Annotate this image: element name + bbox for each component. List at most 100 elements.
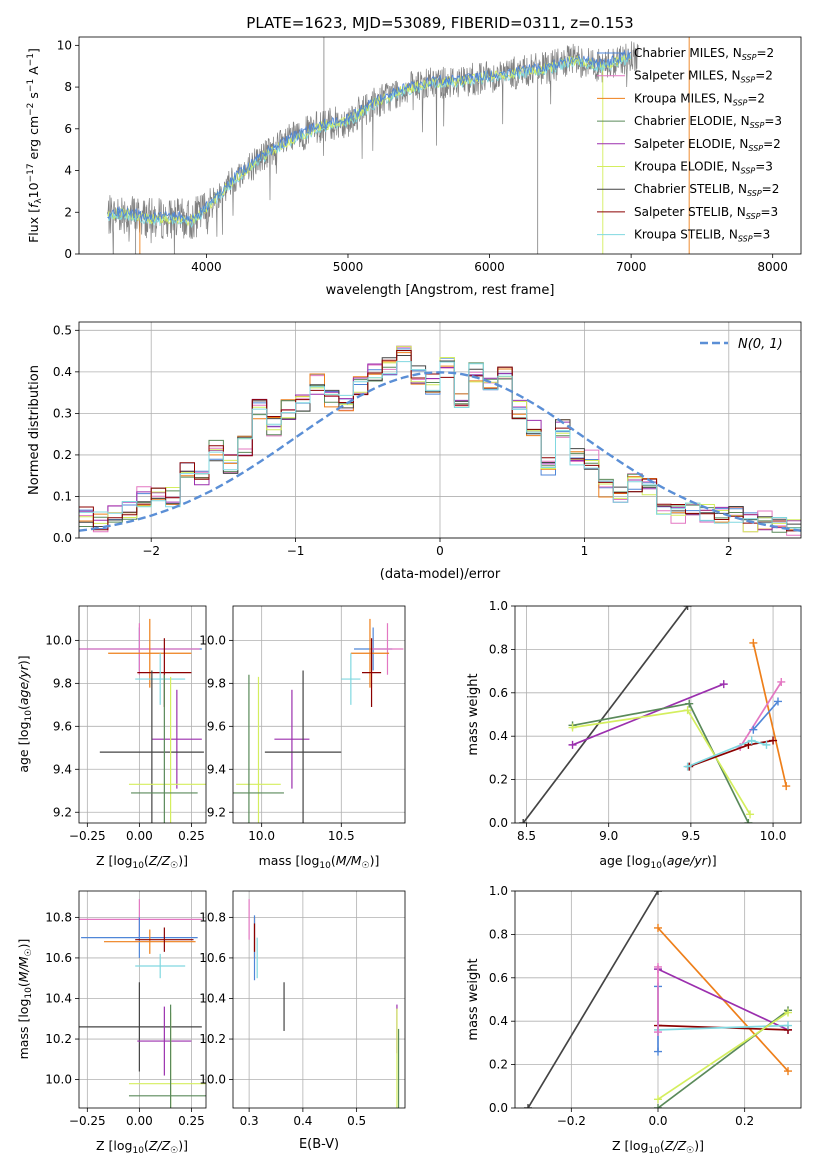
y-tick-label: 9.2	[207, 805, 226, 819]
x-axis-label-part: (	[144, 1138, 149, 1153]
legend-label: Salpeter MILES, N	[634, 69, 741, 83]
legend-entry: Chabrier MILES, NSSP=2	[634, 46, 774, 62]
legend-tail: =3	[755, 160, 773, 174]
y-axis-label-part: )]	[16, 655, 31, 665]
legend-tail: =2	[762, 182, 780, 196]
y-axis-label: Flux [fλ10−17 erg cm−2 s−1 A−1]	[26, 48, 44, 243]
legend-entry: Kroupa MILES, NSSP=2	[634, 91, 765, 107]
legend-tail: =3	[753, 228, 771, 242]
weight-marker-kroupa_stelib	[762, 740, 771, 749]
x-tick-label: −0.25	[69, 1114, 106, 1128]
legend-tail: =3	[764, 114, 782, 128]
x-axis-label-part: ☉	[686, 1146, 694, 1156]
y-tick-label: 10.0	[199, 633, 226, 647]
weight-marker-kroupa_elodie	[654, 1095, 662, 1104]
y-tick-label: 9.4	[53, 762, 72, 776]
weight-line-kroupa_miles	[752, 642, 788, 787]
y-axis-label: Normed distribution	[27, 365, 42, 495]
legend-sub: SSP	[748, 144, 763, 153]
weight-marker-kroupa_stelib	[784, 1021, 792, 1030]
chart-mass-weight-vs-age: 8.5 9.0 9.5 10.0 0.0 0.2 0.4 0.6 0.8 1.0 mass weig…	[466, 599, 802, 871]
y-axis-label-part: −2	[26, 103, 36, 116]
y-axis-label-part: ]	[26, 48, 41, 53]
y-axis-label-part: 10	[26, 182, 41, 198]
legend-label: Salpeter STELIB, N	[634, 205, 746, 219]
y-tick-label: 10.8	[199, 910, 226, 924]
legend-entry: Chabrier STELIB, NSSP=2	[634, 182, 779, 198]
legend-entry: Kroupa STELIB, NSSP=3	[634, 228, 770, 244]
y-tick-label: 8	[64, 80, 72, 94]
x-axis-label-part: (	[144, 853, 149, 868]
legend-sub: SSP	[742, 53, 757, 62]
weight-marker-kroupa_stelib	[683, 762, 692, 771]
x-axis-label-part: )]	[707, 853, 717, 868]
x-tick-label: 0.2	[735, 1114, 754, 1128]
x-axis-label: Z [log10(Z/Z☉)]	[96, 853, 188, 871]
weight-line-salpeter_elodie	[657, 968, 789, 1031]
x-axis-label-part: ☉	[170, 861, 178, 871]
weight-marker-salpeter_miles	[777, 677, 786, 686]
weight-marker-salpeter_miles	[654, 1028, 662, 1037]
weight-line-chabrier_stelib	[522, 606, 689, 823]
x-tick-label: 9.0	[599, 829, 618, 843]
weight-line-chabrier_elodie	[572, 702, 750, 823]
y-tick-label: 4	[64, 164, 72, 178]
y-tick-label: 10.4	[45, 991, 72, 1005]
legend-sub: SSP	[738, 235, 753, 244]
plot-frame	[514, 605, 802, 824]
y-axis-label-part: −17	[26, 163, 36, 182]
plot-frame	[232, 605, 406, 824]
x-axis-label-part: ☉	[362, 861, 370, 871]
x-axis-label-part: Z/Z	[664, 1138, 687, 1153]
chart-mass-weight-vs-z: −0.2 0.0 0.2 0.0 0.2 0.4 0.6 0.8 1.0 mass weight Z…	[466, 884, 802, 1156]
plot-frame	[78, 890, 207, 1109]
x-axis-label-part: ☉	[170, 1146, 178, 1156]
weight-marker-kroupa_elodie	[746, 810, 755, 819]
chart-age-vs-mass: 10.0 10.5 9.2 9.4 9.6 9.8 10.0 mass [log10(M/M☉…	[199, 605, 406, 871]
weight-line-salpeter_elodie	[572, 683, 725, 746]
x-tick-label: 0.25	[178, 829, 205, 843]
weight-marker-kroupa_miles	[749, 638, 758, 647]
weight-line-salpeter_miles	[739, 681, 783, 748]
weight-marker-chabrier_elodie	[744, 819, 753, 823]
y-tick-label: 0.2	[489, 1058, 508, 1072]
weight-marker-kroupa_stelib	[747, 736, 756, 745]
plot-frame	[232, 890, 406, 1109]
x-tick-label: 0.00	[126, 1114, 153, 1128]
legend-label: Chabrier STELIB, N	[634, 182, 747, 196]
x-tick-label: 0.0	[648, 1114, 667, 1128]
x-axis-label-part: Z/Z	[148, 1138, 171, 1153]
legend-sub: SSP	[741, 76, 756, 85]
legend-tail: =3	[760, 205, 778, 219]
x-axis-label-part: age [log	[599, 853, 650, 868]
y-axis-label-part: A	[26, 66, 41, 79]
y-tick-label: 6	[64, 122, 72, 136]
chart-residuals: −2 −1 0 1 2 0.0 0.1 0.2 0.3 0.4 0.5 N(0, 1) (data-mo…	[27, 321, 802, 582]
x-axis-label-part: 10	[132, 1146, 144, 1156]
y-tick-label: 9.2	[53, 805, 72, 819]
y-axis-label-part: ☉	[24, 948, 34, 956]
x-axis-label-part: 10	[132, 861, 144, 871]
legend-entry: Kroupa ELODIE, NSSP=3	[634, 160, 773, 176]
y-axis-label-part: erg cm	[26, 116, 41, 164]
x-tick-label: 10.5	[328, 829, 355, 843]
y-tick-label: 0.0	[489, 1101, 508, 1115]
weight-line-chabrier_stelib	[527, 891, 659, 1108]
y-axis-label-part: 10	[24, 710, 34, 722]
x-axis-label: mass [log10(M/M☉)]	[259, 853, 380, 871]
x-axis-label: Z [log10(Z/Z☉)]	[612, 1138, 704, 1156]
y-tick-label: 0.0	[53, 531, 72, 545]
x-tick-label: −0.2	[557, 1114, 586, 1128]
x-tick-label: 8000	[757, 260, 788, 274]
model-spectrum-chabrier_miles	[107, 49, 631, 224]
legend-entry: Salpeter STELIB, NSSP=3	[634, 205, 778, 221]
x-axis-label-part: Z [log	[612, 1138, 648, 1153]
x-tick-label: 0	[436, 544, 444, 558]
y-tick-label: 10.0	[199, 1073, 226, 1087]
legend-sub: SSP	[733, 98, 748, 107]
y-tick-label: 9.8	[53, 676, 72, 690]
y-tick-label: 9.4	[207, 762, 226, 776]
y-axis-label-part: age/yr	[16, 664, 31, 705]
y-tick-label: 0.3	[53, 406, 72, 420]
x-tick-label: 5000	[333, 260, 364, 274]
